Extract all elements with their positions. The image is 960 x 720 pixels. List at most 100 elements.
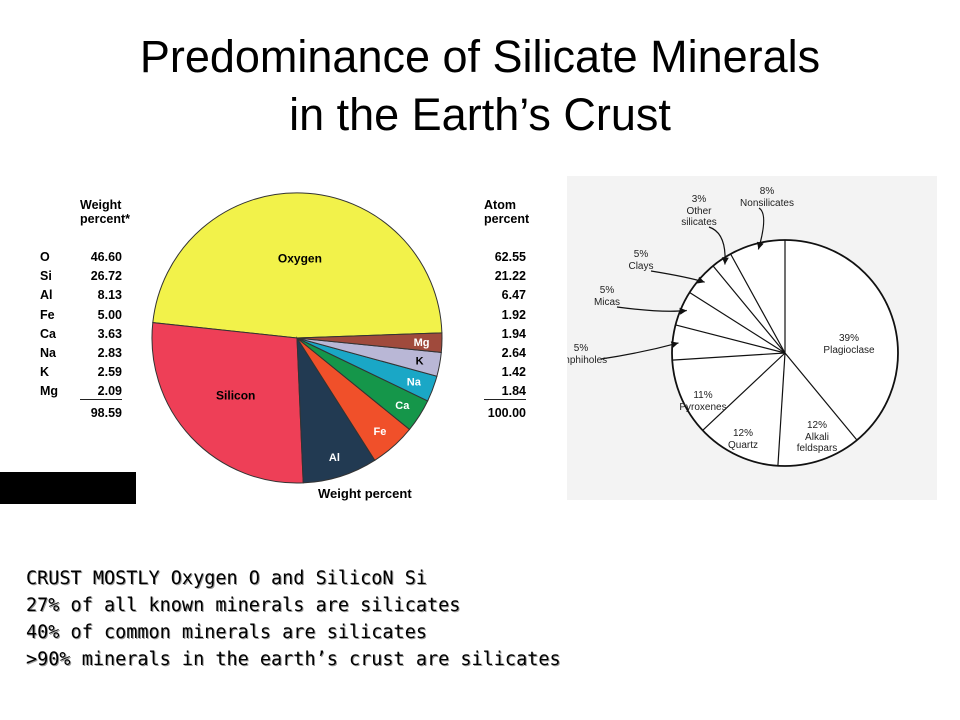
note-line-4: >90% minerals in the earth’s crust are s…	[26, 649, 561, 670]
mineral-slice-pct: 39%	[839, 333, 859, 344]
callout-arrow	[650, 270, 705, 283]
atom-value: 1.94	[501, 326, 526, 341]
atom-value: 21.22	[494, 269, 526, 284]
slice-oxygen-label: Oxygen	[278, 251, 322, 265]
slice-mg	[296, 332, 443, 353]
callout-arrowhead	[697, 276, 705, 284]
weight-header-line1: Weight	[80, 198, 122, 212]
atom-total-row: 100.00	[478, 404, 548, 422]
mineral-slice-name: Amphiholes	[567, 355, 607, 366]
weight-row: Si 26.72	[40, 267, 140, 285]
title-line-2: in the Earth’s Crust	[289, 89, 671, 140]
slice-ca-label: Ca	[395, 400, 410, 412]
atom-value: 1.92	[501, 307, 526, 322]
slice-silicon-label: Silicon	[216, 389, 255, 403]
mineral-slice-divider	[712, 265, 786, 354]
mineral-slice-pct: 8%	[760, 186, 775, 197]
mineral-slice-name: Nonsilicates	[740, 198, 794, 209]
mineral-slice-divider	[777, 352, 786, 466]
weight-row: Al 8.13	[40, 286, 140, 304]
mineral-slice-pct: 5%	[600, 285, 615, 296]
atom-sum-rule	[484, 399, 526, 401]
weight-sum-rule	[80, 399, 122, 401]
mineral-slice-pct: 5%	[574, 343, 589, 354]
slice-fe-label: Fe	[373, 426, 386, 438]
weight-row: K 2.59	[40, 363, 140, 381]
atom-row: 6.47	[478, 286, 548, 304]
slice-oxygen	[152, 192, 443, 339]
mineral-slice-name: Plagioclase	[823, 345, 875, 356]
atom-value: 2.64	[501, 346, 526, 360]
weight-percent-pie-chart: Oxygen Silicon Al Fe Ca Na K Mg	[151, 192, 443, 484]
weight-pie-caption: Weight percent	[318, 486, 412, 501]
mineral-pie-panel: 39% Plagioclase 12% Alkali feldspars 12% Quart…	[567, 176, 937, 500]
weight-header-line2: percent*	[80, 212, 131, 226]
notes: CRUST MOSTLY Oxygen O and SilicoN Si 27%…	[26, 565, 561, 673]
mineral-slice-name: Clays	[628, 261, 653, 272]
atom-value: 1.42	[501, 365, 526, 380]
atom-value: 1.84	[501, 384, 526, 399]
mineral-slice-divider	[672, 352, 786, 361]
callout-arrowhead	[670, 341, 679, 349]
mineral-slice-name: Pyroxenes	[679, 402, 726, 413]
weight-value: 46.60	[90, 250, 122, 264]
mineral-slice-name: Quartz	[728, 440, 758, 451]
atom-row: 1.42	[478, 363, 548, 381]
element-symbol: Al	[40, 288, 53, 303]
atom-header-line2: percent	[484, 212, 530, 226]
atom-value: 62.55	[494, 250, 526, 264]
slice-al-label: Al	[329, 452, 340, 464]
weight-value: 2.59	[97, 365, 122, 380]
weight-header: Weight percent*	[80, 198, 130, 226]
atom-value: 6.47	[501, 288, 526, 303]
callout-arrowhead	[679, 307, 687, 315]
element-symbol: K	[40, 365, 50, 380]
mineral-slice-name: silicates	[681, 217, 717, 228]
mineral-pie-chart: 39%Plagioclase12%Alkalifeldspars12%Quart…	[567, 186, 899, 467]
element-symbol: Ca	[40, 326, 56, 341]
weight-value: 8.13	[97, 288, 122, 303]
title-line-1: Predominance of Silicate Minerals	[139, 31, 821, 82]
atom-row: 1.84	[478, 382, 548, 400]
atom-row: 2.64	[478, 344, 548, 362]
element-symbol: O	[40, 250, 50, 264]
weight-row: Fe 5.00	[40, 306, 140, 324]
slice-silicon	[151, 322, 304, 484]
slice-na-label: Na	[407, 377, 422, 389]
note-line-3: 40% of common minerals are silicates	[26, 622, 427, 643]
atom-total: 100.00	[487, 406, 526, 421]
mineral-slice-divider	[730, 253, 786, 354]
slice-k-label: K	[416, 356, 424, 368]
callout-arrow	[616, 306, 687, 312]
mineral-slice-pct: 3%	[692, 194, 707, 205]
weight-row: Mg 2.09	[40, 382, 140, 400]
mineral-slice-divider	[784, 352, 858, 441]
weight-value: 2.83	[97, 346, 122, 360]
atom-row: 21.22	[478, 267, 548, 285]
atom-percent-table: Atom percent 62.55 21.22 6.47 1.92 1.94 2.64 1…	[478, 198, 548, 448]
black-bar	[0, 472, 136, 504]
weight-row: Ca 3.63	[40, 325, 140, 343]
atom-header-line1: Atom	[484, 198, 516, 212]
element-symbol: Si	[40, 269, 52, 284]
mineral-slice-pct: 5%	[634, 249, 649, 260]
callout-arrowhead	[721, 257, 729, 265]
element-symbol: Fe	[40, 307, 55, 322]
weight-total: 98.59	[90, 406, 122, 421]
callout-arrowhead	[757, 241, 764, 250]
mineral-slice-divider	[689, 291, 786, 354]
mineral-slice-name: Micas	[594, 297, 620, 308]
mineral-slice-pct: 12%	[807, 420, 827, 431]
mineral-slice-name: Other	[686, 206, 712, 217]
mineral-slice-pct: 12%	[733, 428, 753, 439]
element-symbol: Na	[40, 346, 56, 360]
mineral-slice-pct: 11%	[693, 390, 712, 401]
weight-percent-table: Weight percent* O 46.60 Si 26.72 Al 8.13 Fe 5.0…	[40, 198, 140, 448]
weight-value: 2.09	[97, 384, 122, 399]
weight-total-row: 98.59	[40, 404, 140, 422]
weight-row: O 46.60	[40, 248, 140, 266]
note-line-1: CRUST MOSTLY Oxygen O and SilicoN Si	[26, 568, 427, 589]
atom-row: 1.94	[478, 325, 548, 343]
mineral-slice-divider	[675, 324, 786, 354]
atom-header: Atom percent	[484, 198, 529, 226]
